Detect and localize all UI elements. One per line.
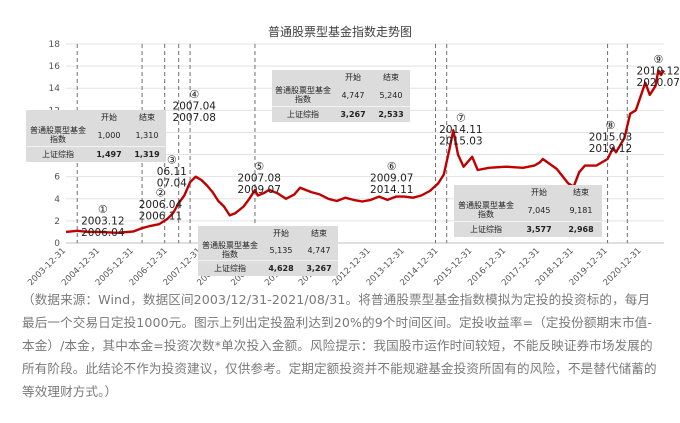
period-number: ③: [167, 153, 177, 166]
fund-start: 7,045: [527, 205, 551, 215]
period-table-3: 开始 结束 普通股票型基金指数 5,135 4,747 上证综指 4,628 3,267: [198, 226, 338, 276]
fund-start: 5,135: [269, 245, 293, 255]
y-tick-label: 18: [49, 40, 61, 50]
y-tick-label: 4: [54, 195, 60, 205]
period-date: 2007.08: [238, 173, 281, 185]
sh-label: 上证综指: [198, 260, 262, 276]
fund-start: 4,747: [341, 90, 365, 100]
period-date: 2014.11: [439, 124, 482, 136]
period-date: 2007.08: [173, 112, 216, 124]
y-tick-label: 2: [54, 217, 60, 227]
footnote: （数据来源：Wind，数据区间2003/12/31-2021/08/31。将普通…: [22, 292, 657, 399]
period-number: ⑤: [254, 160, 264, 173]
col-start: 开始: [531, 187, 547, 197]
period-table-2: 开始 结束 普通股票型基金指数 4,747 5,240 上证综指 3,267 2,533: [272, 70, 410, 122]
fund-start: 1,000: [97, 130, 121, 140]
period-date: 06.11: [157, 166, 187, 178]
fund-end: 4,747: [307, 245, 331, 255]
sh-label: 上证综指: [272, 106, 334, 122]
sh-label: 上证综指: [454, 221, 518, 237]
period-table-4: 开始 结束 普通股票型基金指数 7,045 9,181 上证综指 3,577 2,968: [454, 185, 602, 237]
fund-label: 普通股票型基金指数: [275, 86, 331, 104]
y-tick-label: 16: [49, 62, 61, 72]
sh-label: 上证综指: [26, 146, 90, 162]
period-date: 2009.07: [238, 184, 281, 196]
chart-title: 普通股票型基金指数走势图: [268, 24, 412, 39]
period-date: 2003.12: [81, 216, 124, 228]
period-date: 2006.04: [139, 199, 183, 211]
period-number: ⑦: [456, 111, 466, 124]
period-date: 07.04: [157, 177, 187, 189]
col-end: 结束: [573, 187, 589, 197]
period-date: 2009.07: [370, 173, 413, 185]
period-table-1: 开始 结束 普通股票型基金指数 1,000 1,310 上证综指 1,497 1,319: [26, 110, 166, 162]
series-line: [65, 69, 666, 234]
period-date: 2019.12: [589, 143, 632, 155]
fund-label: 普通股票型基金指数: [458, 201, 514, 219]
sh-end: 2,533: [372, 106, 410, 122]
sh-end: 1,319: [128, 146, 166, 162]
period-date: 2015.03: [589, 132, 632, 144]
sh-end: 2,968: [560, 221, 602, 237]
period-date: 2006.11: [139, 211, 182, 223]
col-start: 开始: [273, 228, 289, 238]
col-start: 开始: [345, 72, 361, 82]
sh-end: 3,267: [300, 260, 338, 276]
y-tick-label: 6: [54, 173, 60, 183]
period-labels: ①2003.122006.04②2006.042006.11③06.1107.0…: [81, 53, 680, 239]
period-number: ⑨: [653, 53, 663, 66]
period-date: 2014.11: [370, 184, 413, 196]
period-date: 2006.04: [81, 227, 125, 239]
fund-end: 1,310: [135, 130, 159, 140]
col-start: 开始: [101, 112, 117, 122]
period-date: 2020.07: [637, 77, 680, 89]
period-number: ①: [98, 203, 108, 216]
sh-start: 3,577: [518, 221, 560, 237]
sh-start: 4,628: [262, 260, 300, 276]
sh-start: 3,267: [334, 106, 372, 122]
period-number: ⑥: [387, 160, 397, 173]
period-number: ②: [155, 187, 165, 200]
col-end: 结束: [311, 228, 327, 238]
fund-label: 普通股票型基金指数: [30, 126, 86, 144]
fund-end: 9,181: [569, 205, 593, 215]
sh-start: 1,497: [90, 146, 128, 162]
y-tick-label: 0: [54, 239, 60, 249]
col-end: 结束: [383, 72, 399, 82]
period-date: 2007.04: [173, 101, 217, 113]
period-number: ⑧: [605, 119, 615, 132]
period-number: ④: [189, 88, 199, 101]
fund-end: 5,240: [379, 90, 403, 100]
fund-label: 普通股票型基金指数: [202, 241, 258, 259]
col-end: 结束: [139, 112, 155, 122]
y-tick-label: 14: [49, 84, 61, 94]
period-date: 2019.12: [637, 65, 680, 77]
period-date: 2015.03: [439, 135, 482, 147]
